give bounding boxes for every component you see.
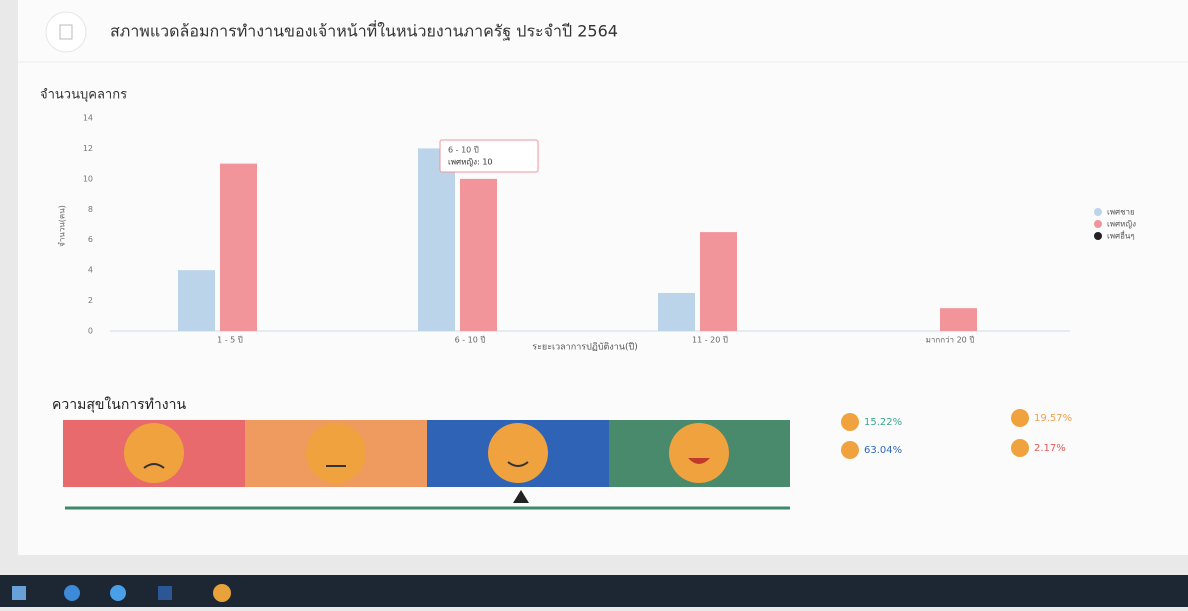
y-tick-label: 10 bbox=[83, 174, 93, 183]
x-axis-label: ระยะเวลาการปฏิบัติงาน(ปี) bbox=[532, 342, 637, 353]
taskbar bbox=[0, 575, 1188, 607]
legend-marker bbox=[1094, 220, 1102, 228]
bar bbox=[418, 148, 455, 331]
happiness-icon bbox=[1011, 409, 1029, 427]
taskbar-icon[interactable] bbox=[110, 585, 126, 601]
page: {"header": {"title": "สภาพแวดล้อมการทำงา… bbox=[0, 0, 1188, 607]
taskbar-icon[interactable] bbox=[158, 586, 172, 600]
happiness-icon bbox=[841, 413, 859, 431]
happiness-icon bbox=[1011, 439, 1029, 457]
bar bbox=[220, 164, 257, 331]
happiness-value: 63.04% bbox=[864, 445, 902, 456]
y-axis-label: จำนวน(คน) bbox=[58, 205, 67, 247]
y-tick-label: 8 bbox=[88, 205, 93, 214]
tooltip-title: 6 - 10 ปี bbox=[448, 146, 479, 155]
x-tick-label: มากกว่า 20 ปี bbox=[926, 336, 975, 345]
bar bbox=[178, 270, 215, 331]
legend-label: เพศอื่นๆ bbox=[1107, 230, 1135, 241]
y-tick-label: 12 bbox=[83, 144, 93, 153]
chart-title: จำนวนบุคลากร bbox=[40, 88, 127, 103]
screen: สภาพแวดล้อมการทำงานของเจ้าหน้าที่ในหน่วย… bbox=[0, 0, 1188, 607]
happiness-value: 15.22% bbox=[864, 417, 902, 428]
face bbox=[669, 423, 729, 483]
tooltip-label: เพศหญิง: 10 bbox=[448, 158, 493, 167]
y-tick-label: 6 bbox=[88, 235, 93, 244]
y-tick-label: 4 bbox=[88, 266, 93, 275]
y-tick-label: 2 bbox=[88, 296, 93, 305]
bar bbox=[940, 308, 977, 331]
happiness-title: ความสุขในการทำงาน bbox=[52, 396, 186, 413]
legend-marker bbox=[1094, 232, 1102, 240]
y-tick-label: 0 bbox=[88, 327, 93, 336]
bar bbox=[460, 179, 497, 331]
bar bbox=[700, 232, 737, 331]
page-title: สภาพแวดล้อมการทำงานของเจ้าหน้าที่ในหน่วย… bbox=[110, 20, 618, 41]
taskbar-icon[interactable] bbox=[213, 584, 231, 602]
bar bbox=[658, 293, 695, 331]
x-tick-label: 11 - 20 ปี bbox=[692, 336, 728, 345]
face bbox=[488, 423, 548, 483]
y-tick-label: 14 bbox=[83, 114, 93, 123]
legend-label: เพศหญิง bbox=[1107, 220, 1136, 229]
happiness-icon bbox=[841, 441, 859, 459]
legend-marker bbox=[1094, 208, 1102, 216]
x-tick-label: 6 - 10 ปี bbox=[455, 336, 486, 345]
x-tick-label: 1 - 5 ปี bbox=[217, 336, 243, 345]
legend-label: เพศชาย bbox=[1107, 208, 1135, 217]
taskbar-icon[interactable] bbox=[64, 585, 80, 601]
happiness-value: 2.17% bbox=[1034, 443, 1066, 454]
face bbox=[124, 423, 184, 483]
face bbox=[306, 423, 366, 483]
header-icon bbox=[46, 12, 86, 52]
happiness-value: 19.57% bbox=[1034, 413, 1072, 424]
taskbar-icon[interactable] bbox=[12, 586, 26, 600]
